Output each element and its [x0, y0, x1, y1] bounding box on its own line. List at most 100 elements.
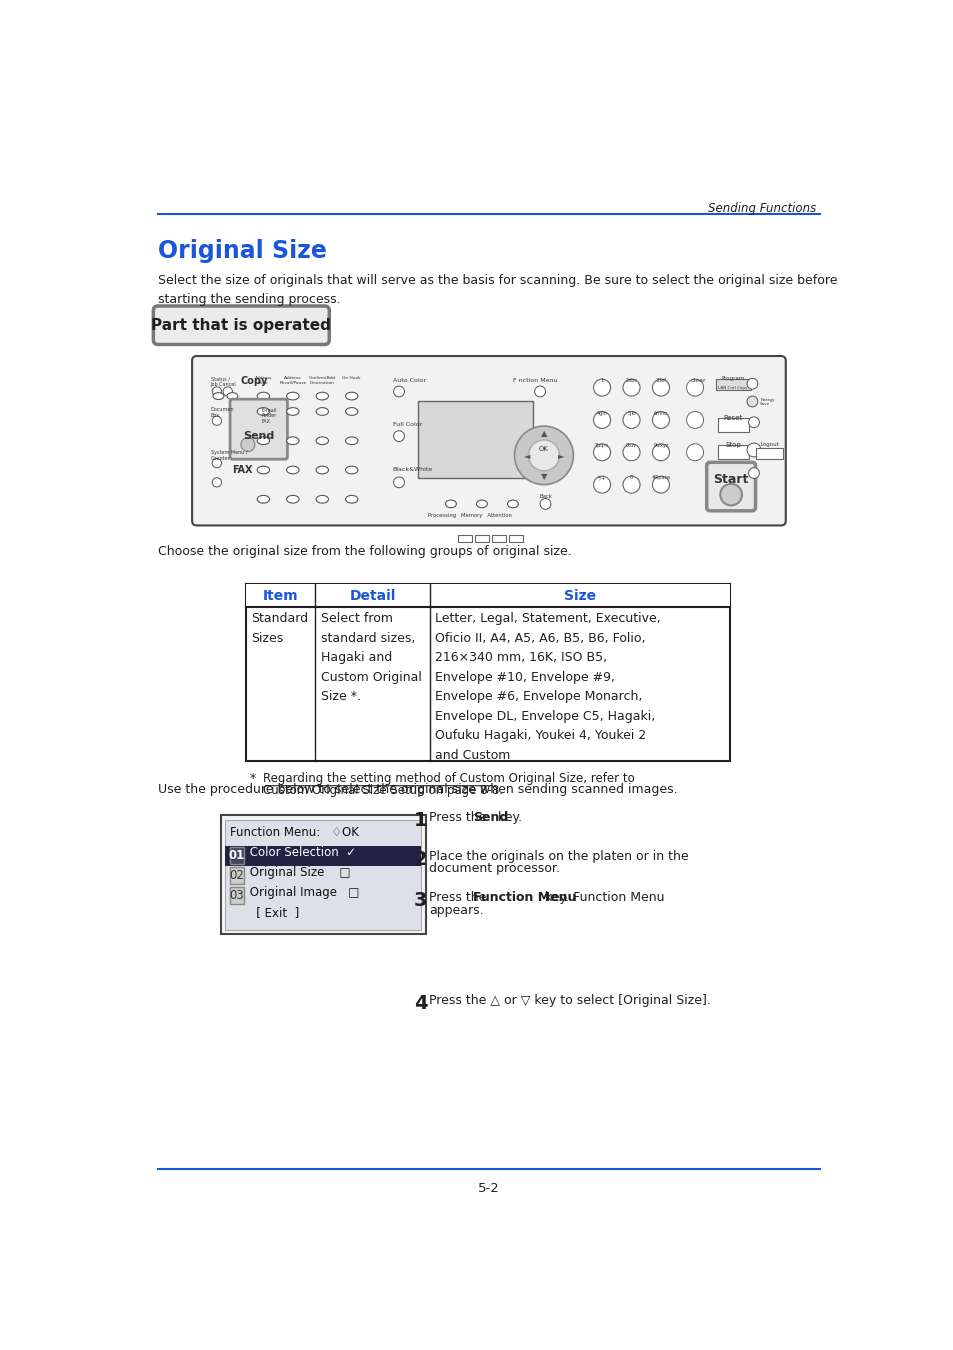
Ellipse shape [345, 466, 357, 474]
Circle shape [748, 417, 759, 428]
Circle shape [593, 412, 610, 428]
Text: ►: ► [558, 451, 563, 460]
Text: Size: Size [563, 589, 596, 602]
Ellipse shape [445, 500, 456, 508]
Bar [509, 535, 522, 543]
Text: FAX: FAX [233, 466, 253, 475]
Bar [230, 867, 244, 884]
Text: Press the: Press the [429, 811, 490, 824]
Text: 02: 02 [230, 868, 244, 882]
Text: Black&White: Black&White [393, 467, 433, 472]
Text: Select from
standard sizes,
Hagaki and
Custom Original
Size *.: Select from standard sizes, Hagaki and C… [320, 613, 421, 703]
Text: Processing   Memory   Attention: Processing Memory Attention [427, 513, 511, 518]
Ellipse shape [213, 393, 224, 400]
Text: 1: 1 [599, 378, 603, 383]
Circle shape [686, 444, 703, 460]
Circle shape [593, 477, 610, 493]
Bar [716, 379, 750, 390]
Text: Regarding the setting method of Custom Original Size, refer to: Regarding the setting method of Custom O… [262, 772, 634, 784]
Bar [225, 845, 421, 865]
Ellipse shape [315, 408, 328, 416]
Text: Standard
Sizes: Standard Sizes [251, 613, 308, 645]
Circle shape [622, 477, 639, 493]
Ellipse shape [227, 393, 237, 400]
Text: Confirm/Add
Destination: Confirm/Add Destination [309, 377, 335, 385]
Circle shape [394, 386, 404, 397]
Bar [225, 819, 421, 930]
Bar [220, 815, 426, 934]
Circle shape [652, 412, 669, 428]
Text: 0: 0 [629, 475, 633, 481]
Text: Original Size: Original Size [158, 239, 327, 263]
Text: Back: Back [538, 494, 552, 499]
Text: Copy: Copy [240, 377, 267, 386]
Bar [230, 887, 244, 905]
Text: Send: Send [243, 431, 274, 440]
Text: Logout: Logout [760, 443, 778, 447]
Ellipse shape [286, 408, 298, 416]
Ellipse shape [286, 393, 298, 400]
Text: 4ghi: 4ghi [596, 410, 607, 416]
Circle shape [514, 427, 573, 485]
Bar [756, 448, 782, 459]
Circle shape [534, 386, 545, 397]
Ellipse shape [315, 393, 328, 400]
Text: key. Function Menu: key. Function Menu [540, 891, 663, 904]
Text: Function Menu:   ♢OK: Function Menu: ♢OK [230, 826, 358, 838]
Circle shape [746, 443, 760, 456]
Ellipse shape [257, 437, 270, 444]
Text: 2: 2 [414, 849, 427, 868]
Ellipse shape [345, 437, 357, 444]
Text: Part that is operated: Part that is operated [152, 317, 331, 332]
Circle shape [212, 478, 221, 487]
Text: Press the: Press the [429, 891, 490, 904]
Bar [245, 585, 729, 608]
Bar [230, 848, 244, 864]
Ellipse shape [257, 495, 270, 504]
Text: LAN Cntl Copy: LAN Cntl Copy [718, 386, 747, 390]
Text: 5jkl: 5jkl [626, 410, 636, 416]
Text: 1: 1 [414, 811, 427, 830]
Text: 01: 01 [229, 849, 245, 861]
FancyBboxPatch shape [230, 400, 287, 459]
Text: Original Image   □: Original Image □ [245, 886, 358, 899]
Circle shape [593, 444, 610, 460]
Bar [717, 418, 748, 432]
Text: Press the △ or ▽ key to select [Original Size].: Press the △ or ▽ key to select [Original… [429, 994, 710, 1007]
Text: 03: 03 [230, 888, 244, 902]
Ellipse shape [257, 466, 270, 474]
Text: Original Size    □: Original Size □ [245, 865, 350, 879]
Text: Documen
Box: Documen Box [211, 406, 233, 417]
Ellipse shape [476, 500, 487, 508]
Text: E-mail
Folder
FAX: E-mail Folder FAX [261, 408, 277, 424]
Ellipse shape [286, 437, 298, 444]
Text: document processor.: document processor. [429, 861, 559, 875]
Text: 9wxyz: 9wxyz [653, 443, 668, 448]
Text: ▲: ▲ [540, 429, 547, 439]
Ellipse shape [286, 495, 298, 504]
Text: Send: Send [472, 811, 507, 824]
Bar [475, 535, 488, 543]
Text: Detail: Detail [349, 589, 395, 602]
Ellipse shape [345, 495, 357, 504]
Circle shape [748, 467, 759, 478]
Text: Stop: Stop [724, 441, 740, 447]
Text: Function Menu: Function Menu [472, 891, 576, 904]
Text: 6mno: 6mno [653, 410, 667, 416]
Text: Full Color: Full Color [393, 423, 421, 427]
Circle shape [652, 379, 669, 396]
Circle shape [528, 440, 558, 471]
Text: Address
Recall/Pause: Address Recall/Pause [279, 377, 306, 385]
Circle shape [622, 379, 639, 396]
FancyBboxPatch shape [153, 306, 329, 344]
Text: Reset: Reset [722, 414, 741, 421]
Ellipse shape [257, 393, 270, 400]
Bar [418, 401, 533, 478]
Circle shape [686, 412, 703, 428]
Text: Status /
Job Cancel: Status / Job Cancel [211, 377, 236, 387]
FancyBboxPatch shape [706, 462, 755, 510]
Text: Program: Program [720, 377, 744, 381]
Text: Place the originals on the platen or in the: Place the originals on the platen or in … [429, 849, 688, 863]
Ellipse shape [257, 408, 270, 416]
Text: 4: 4 [414, 994, 427, 1012]
